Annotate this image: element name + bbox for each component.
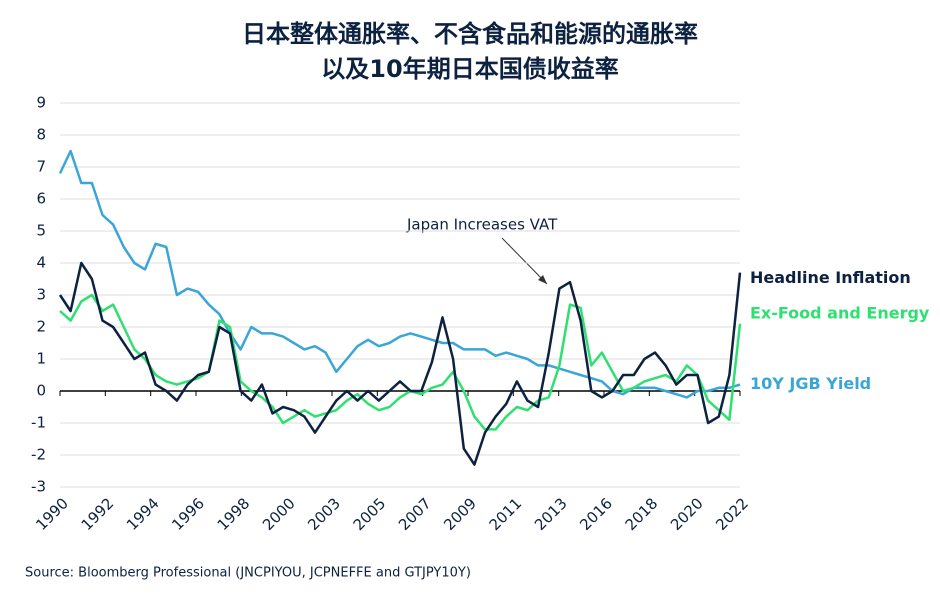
x-tick-label: 2007 <box>395 494 435 534</box>
x-tick-label: 2005 <box>350 494 390 534</box>
series-line <box>59 293 742 431</box>
x-tick-label: 1998 <box>214 494 254 534</box>
annotation-arrow <box>501 237 548 285</box>
x-tick-label: 2000 <box>259 494 299 534</box>
y-tick-label: 7 <box>36 158 46 176</box>
y-tick-label: 9 <box>36 94 46 112</box>
x-tick-label: 2016 <box>576 494 616 534</box>
y-tick-label: 3 <box>36 286 46 304</box>
y-tick-label: 5 <box>36 222 46 240</box>
x-tick-label: 2003 <box>304 494 344 534</box>
legend-label: Headline Inflation <box>750 268 911 287</box>
y-tick-label: -3 <box>31 478 46 496</box>
chart-title: 以及10年期日本国债收益率 <box>321 55 618 83</box>
x-tick-label: 1990 <box>32 494 72 534</box>
legend-label: 10Y JGB Yield <box>750 374 871 393</box>
x-tick-label: 2018 <box>622 494 662 534</box>
x-tick-label: 2009 <box>440 494 480 534</box>
y-tick-label: 8 <box>36 126 46 144</box>
x-tick-label: 2020 <box>667 494 707 534</box>
y-tick-label: 2 <box>36 318 46 336</box>
annotation: Japan Increases VAT <box>406 216 558 234</box>
x-tick-label: 2022 <box>712 494 752 534</box>
y-tick-label: 1 <box>36 350 46 368</box>
x-tick-label: 1992 <box>78 494 118 534</box>
x-tick-label: 1996 <box>168 494 208 534</box>
x-tick-label: 1994 <box>123 494 163 534</box>
x-tick-label: 2011 <box>486 494 526 534</box>
series-line <box>58 149 741 399</box>
arrow-head <box>538 275 547 284</box>
y-tick-label: -2 <box>31 446 46 464</box>
y-tick-label: 6 <box>36 190 46 208</box>
y-tick-label: 4 <box>36 254 46 272</box>
x-tick-label: 2013 <box>531 494 571 534</box>
series-line <box>58 261 742 466</box>
chart-title: 日本整体通胀率、不含食品和能源的通胀率 <box>242 20 698 48</box>
y-tick-label: 0 <box>36 382 46 400</box>
source-note: Source: Bloomberg Professional (JNCPIYOU… <box>25 566 471 581</box>
legend-label: Ex-Food and Energy <box>750 303 930 322</box>
y-tick-label: -1 <box>31 414 46 432</box>
